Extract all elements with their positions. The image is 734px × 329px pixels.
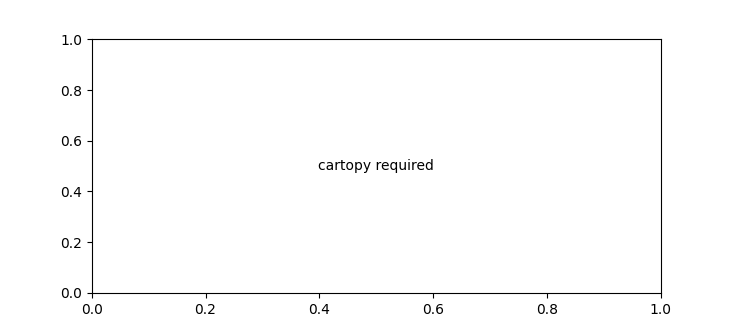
Text: cartopy required: cartopy required xyxy=(319,159,434,173)
